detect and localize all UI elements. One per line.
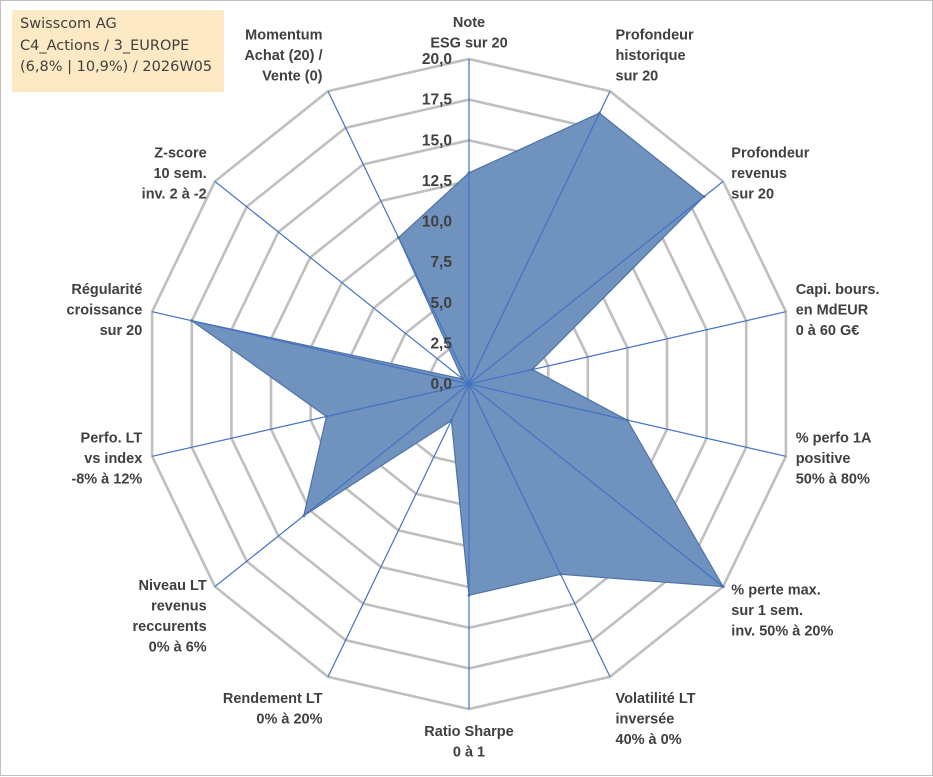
axis-label-line: 0% à 20% (256, 712, 322, 728)
data-point (449, 419, 453, 423)
tick-label: 20,0 (422, 51, 452, 68)
axis-spoke (468, 180, 724, 385)
axis-label-line: % perfo 1A (796, 430, 872, 446)
axis-label-line: positive (796, 451, 851, 467)
stats-label: (6,8% | 10,9%) / 2026W05 (20, 59, 213, 75)
axis-label-line: -8% à 12% (71, 471, 142, 487)
axis-label-line: % perte max. (731, 582, 820, 598)
axis-label-line: ESG sur 20 (430, 36, 507, 52)
spokes (151, 59, 787, 709)
tick-label: 0,0 (430, 376, 452, 393)
axis-label-line: inv. 50% à 20% (731, 623, 833, 639)
axis-spoke (151, 383, 470, 457)
data-point (530, 368, 534, 371)
axis-spoke (214, 180, 470, 385)
tick-label: 7,5 (430, 254, 452, 271)
axis-label: Z-score 10 sem. inv. 2 à -2 (142, 146, 207, 203)
info-box: Swisscom AG C4_Actions / 3_EUROPE (6,8% … (12, 10, 224, 92)
axis-label-line: inversée (616, 712, 675, 728)
tick-label: 2,5 (430, 335, 452, 352)
axis-label-line: revenus (731, 166, 787, 182)
data-point (625, 418, 629, 422)
axis-spoke (468, 311, 787, 385)
axis-label: Note ESG sur 20 (430, 15, 507, 52)
axis-spoke (327, 383, 470, 678)
data-point (190, 319, 194, 323)
tick-label: 12,5 (422, 173, 453, 190)
axis-label-line: sur 20 (100, 323, 143, 339)
axis-label: Régularité croissance sur 20 (67, 282, 143, 339)
axis-label-line: 0 à 60 G€ (796, 323, 860, 339)
axis-label: Perfo. LT vs index -8% à 12% (71, 430, 142, 487)
axis-labels: Note ESG sur 20 Profondeur historique sur 20… (67, 15, 880, 761)
axis-label-line: historique (616, 48, 686, 64)
axis-label-line: 10 sem. (153, 166, 206, 182)
data-point (702, 195, 706, 199)
axis-label-line: Rendement LT (223, 691, 323, 707)
axis-label: % perte max. sur 1 sem. inv. 50% à 20% (731, 582, 833, 639)
data-point (397, 236, 400, 240)
tick-label: 5,0 (430, 295, 452, 312)
data-point (559, 572, 563, 576)
axis-spoke (151, 311, 470, 385)
axis-spoke (468, 90, 611, 385)
data-point (467, 171, 471, 175)
axis-label-line: Achat (20) / (244, 48, 322, 64)
axis-label-line: Note (453, 15, 485, 31)
axis-label: Volatilité LT inversée 40% à 0% (616, 691, 696, 748)
axis-label-line: 0% à 6% (149, 640, 207, 656)
axis-label-line: revenus (151, 599, 207, 615)
axis-label-line: Vente (0) (262, 69, 323, 85)
tick-labels: 0,0 2,5 5,0 7,5 10,0 12,5 15,0 17,5 20,0 (422, 51, 453, 393)
axis-label-line: sur 20 (731, 187, 774, 203)
axis-label-line: Momentum (245, 28, 322, 44)
tick-label: 17,5 (422, 92, 453, 109)
axis-label-line: Perfo. LT (81, 430, 143, 446)
axis-spoke (214, 383, 470, 588)
company-name: Swisscom AG (20, 16, 117, 32)
axis-label-line: vs index (84, 451, 142, 467)
axis-label-line: Profondeur (616, 28, 694, 44)
axis-label-line: sur 20 (616, 69, 659, 85)
axis-label-line: croissance (67, 303, 143, 319)
axis-label: Profondeur revenus sur 20 (731, 146, 809, 203)
axis-label-line: 0 à 1 (453, 745, 485, 761)
data-point (461, 377, 465, 381)
axis-label-line: Profondeur (731, 146, 809, 162)
portfolio-label: C4_Actions / 3_EUROPE (20, 37, 190, 54)
axis-label: % perfo 1A positive 50% à 80% (796, 430, 872, 487)
axis-label-line: reccurents (133, 619, 207, 635)
axis-label-line: Ratio Sharpe (424, 724, 513, 740)
data-point (721, 585, 725, 589)
axis-label: Rendement LT 0% à 20% (223, 691, 323, 728)
axis-label: Profondeur historique sur 20 (616, 28, 694, 85)
axis-label: Momentum Achat (20) / Vente (0) (244, 28, 322, 85)
axis-label: Ratio Sharpe 0 à 1 (424, 724, 513, 761)
axis-spoke (468, 383, 611, 678)
axis-label: Niveau LT revenus reccurents 0% à 6% (133, 578, 207, 656)
axis-label-line: inv. 2 à -2 (142, 187, 207, 203)
axis-label-line: 40% à 0% (616, 732, 682, 748)
axis-label-line: en MdEUR (796, 303, 869, 319)
tick-label: 10,0 (422, 214, 452, 231)
data-point (597, 111, 601, 115)
data-point (302, 514, 306, 518)
axis-label-line: Capi. bours. (796, 282, 880, 298)
axis-label-line: sur 1 sem. (731, 603, 803, 619)
axis-spoke (468, 383, 724, 588)
axis-label-line: Niveau LT (138, 578, 206, 594)
axis-label-line: Volatilité LT (616, 691, 696, 707)
axis-label-line: Z-score (154, 146, 206, 162)
tick-label: 15,0 (422, 132, 452, 149)
axis-label: Capi. bours. en MdEUR 0 à 60 G€ (796, 282, 880, 339)
axis-label-line: Régularité (71, 282, 142, 298)
axis-label-line: 50% à 80% (796, 471, 870, 487)
data-point (324, 415, 328, 418)
data-point (467, 593, 471, 597)
